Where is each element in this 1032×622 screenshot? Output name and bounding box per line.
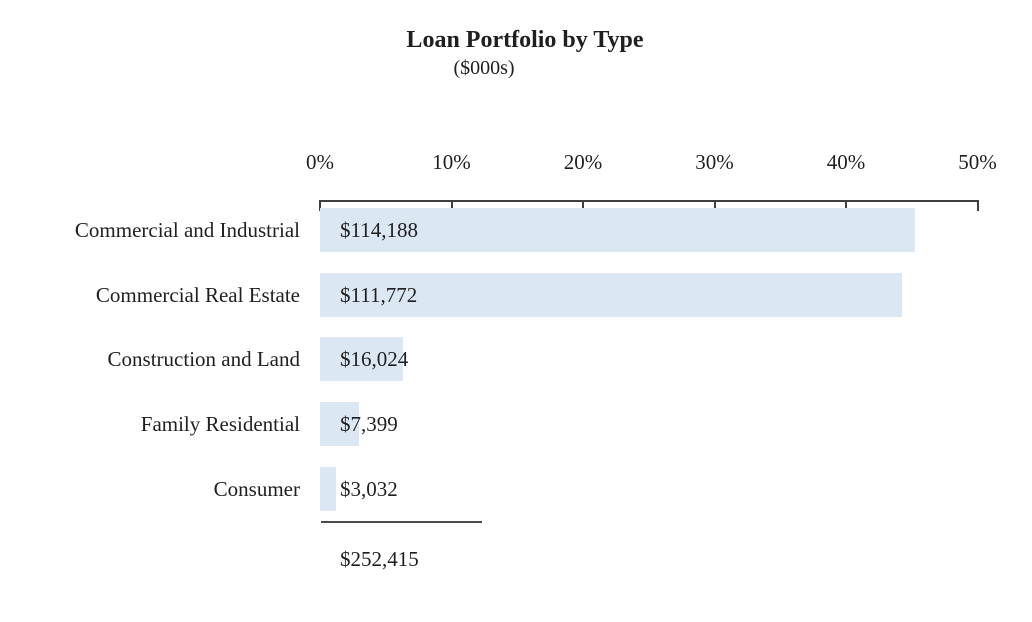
axis-tick [713,200,716,208]
chart-title: Loan Portfolio by Type [406,27,644,53]
axis-tick-label: 50% [958,150,997,174]
axis-tick-label: 10% [432,150,471,174]
axis-tick-label: 30% [695,150,734,174]
axis-tick [976,200,979,211]
bar-value-label: $3,032 [340,477,398,501]
chart-subtitle: ($000s) [453,57,515,79]
axis-baseline [320,200,978,202]
total-value: $252,415 [340,547,419,571]
category-label: Commercial Real Estate [95,283,300,307]
total-rule [321,521,482,523]
bar [320,467,336,511]
bar [320,208,915,252]
bar [320,402,359,446]
bar-value-label: $7,399 [340,412,398,436]
axis-tick [319,200,321,211]
bar [320,273,903,317]
category-label: Consumer [213,477,300,501]
axis-tick-label: 20% [563,150,603,174]
axis-tick [450,200,453,208]
bar-value-label: $16,024 [340,347,409,371]
category-label: Commercial and Industrial [74,218,300,242]
axis-tick-label: 0% [306,150,334,174]
axis-tick [582,200,584,208]
category-label: Family Residential [140,412,300,436]
bar [320,337,404,381]
category-label: Construction and Land [107,347,300,371]
axis-tick [845,200,847,208]
bar-value-label: $111,772 [340,283,418,307]
axis-tick-label: 40% [826,150,866,174]
bar-value-label: $114,188 [340,218,418,242]
